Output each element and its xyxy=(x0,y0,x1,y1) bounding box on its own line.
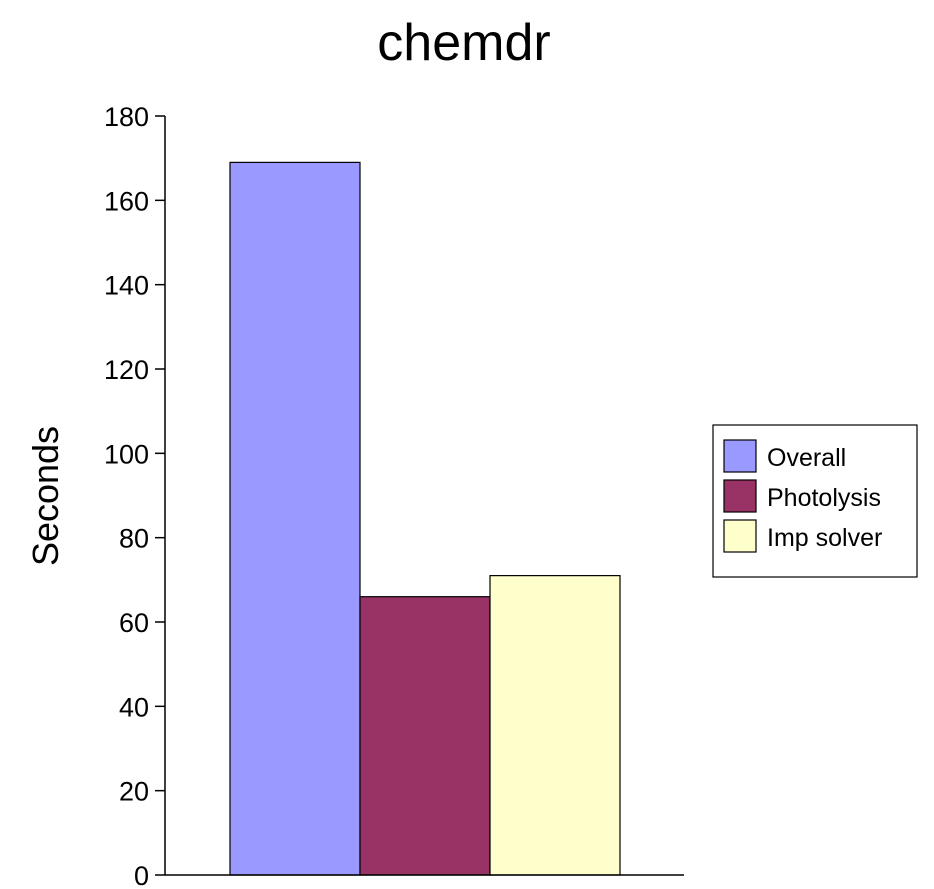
legend-label: Photolysis xyxy=(767,484,881,512)
y-tick-label: 20 xyxy=(119,777,149,807)
bar-overall xyxy=(229,161,361,876)
y-axis-ticks: 0 20 40 60 80 100 120 140 160 180 xyxy=(104,102,165,889)
y-tick-label: 140 xyxy=(104,271,149,301)
y-tick-label: 60 xyxy=(119,608,149,638)
legend-label: Imp solver xyxy=(767,524,882,552)
y-tick-label: 120 xyxy=(104,355,149,385)
bars xyxy=(229,161,621,876)
y-tick-label: 180 xyxy=(104,102,149,132)
y-axis-label: Seconds xyxy=(25,426,66,566)
y-tick-label: 0 xyxy=(134,861,149,889)
y-tick-label: 160 xyxy=(104,186,149,216)
legend-swatch xyxy=(723,519,757,553)
y-tick-label: 80 xyxy=(119,524,149,554)
bar-imp-solver xyxy=(489,575,621,876)
chart-title: chemdr xyxy=(377,14,550,72)
legend: Overall Photolysis Imp solver xyxy=(712,424,918,578)
legend-label: Overall xyxy=(767,444,846,472)
legend-swatch xyxy=(723,479,757,513)
bar-photolysis xyxy=(359,596,491,876)
y-tick-label: 100 xyxy=(104,439,149,469)
legend-swatch xyxy=(723,439,757,473)
y-tick-label: 40 xyxy=(119,692,149,722)
